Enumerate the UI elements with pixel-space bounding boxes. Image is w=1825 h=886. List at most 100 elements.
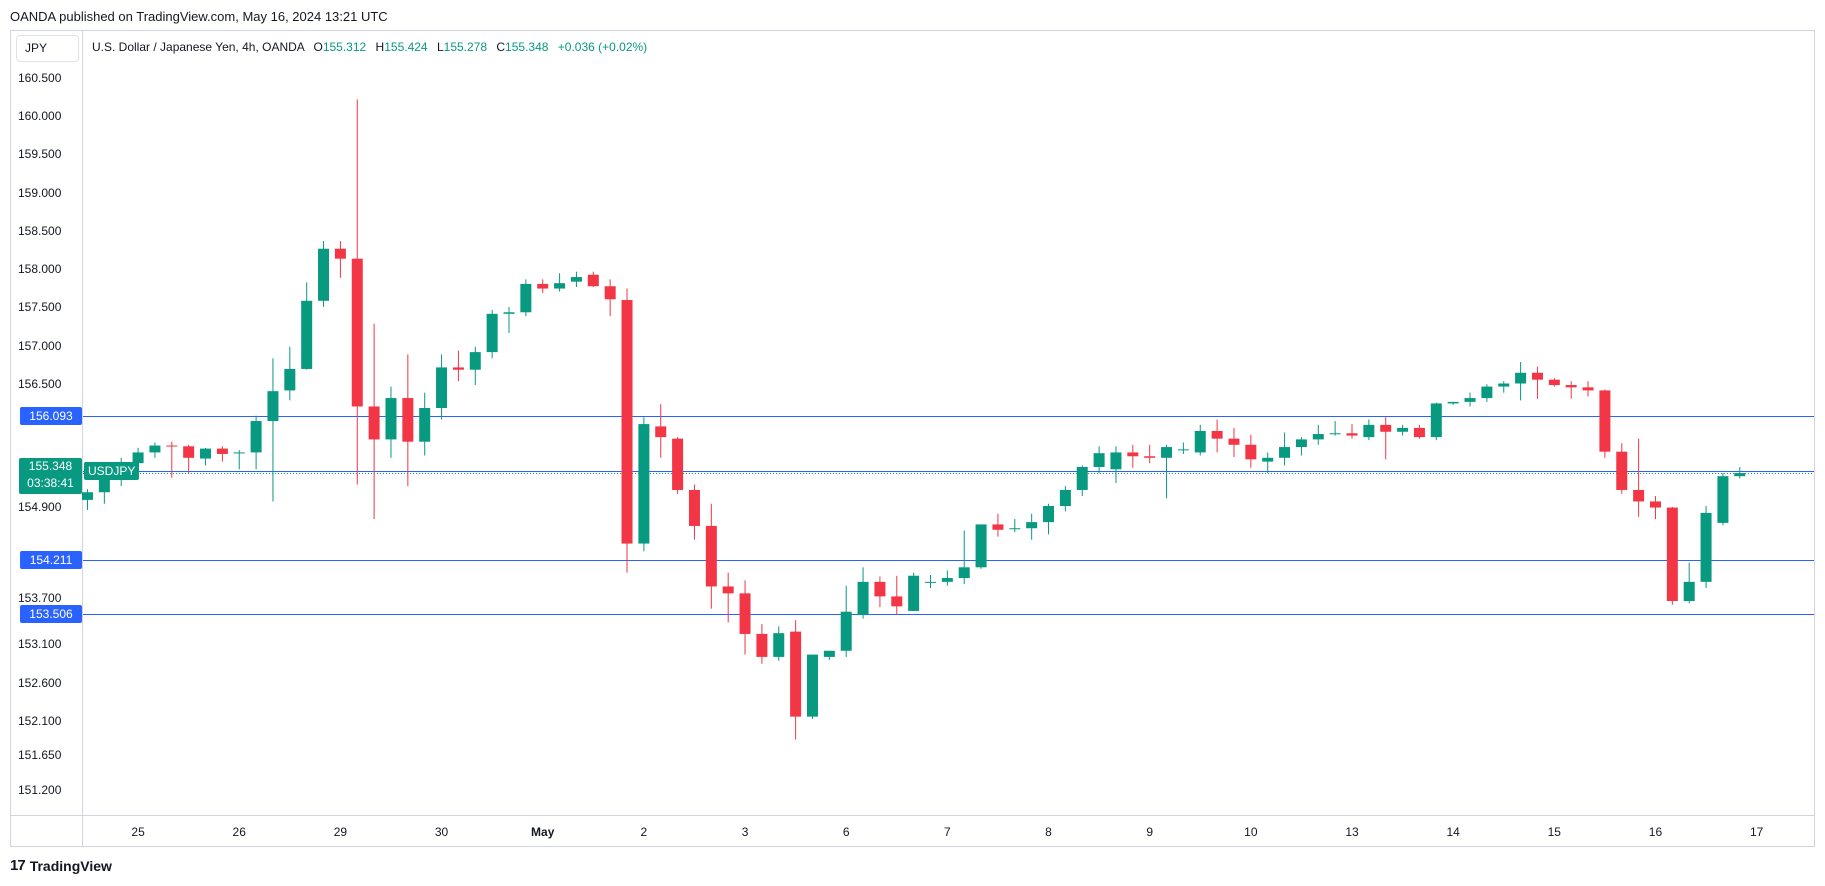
legend-change: +0.036 (+0.02%) — [557, 40, 648, 54]
price-tick-label: 159.000 — [18, 185, 62, 200]
candle-up — [941, 578, 953, 582]
candle-up — [1026, 522, 1038, 529]
candle-up — [318, 248, 330, 301]
candle-up — [1329, 433, 1341, 435]
price-tick-label: 151.200 — [18, 782, 62, 797]
time-tick-label: 10 — [1244, 825, 1258, 839]
candle-down — [351, 258, 363, 407]
candle-down — [1144, 456, 1156, 458]
candle-down — [891, 596, 903, 607]
candle-up — [1700, 512, 1712, 582]
candle-up — [82, 492, 93, 500]
symbol-tag: USDJPY — [84, 462, 140, 480]
tradingview-logo-icon: 17 — [10, 857, 26, 874]
candle-down — [1616, 451, 1628, 490]
candle-up — [1464, 398, 1476, 402]
candle-up — [1059, 489, 1071, 507]
candle-up — [1717, 476, 1729, 523]
time-tick-label: 2 — [640, 825, 648, 839]
candle-down — [1245, 444, 1257, 460]
candle-up — [925, 581, 936, 583]
candle-down — [452, 367, 464, 370]
candle-up — [1683, 581, 1695, 601]
candle-up — [1447, 401, 1459, 404]
candle-up — [975, 524, 987, 568]
candle-up — [857, 581, 869, 615]
candle-down — [1413, 427, 1425, 438]
candle-up — [267, 391, 279, 422]
candle-up — [1312, 434, 1324, 440]
candle-down — [1346, 433, 1358, 436]
tradingview-brand[interactable]: 17 TradingView — [10, 857, 112, 874]
time-tick-label: 29 — [333, 825, 348, 839]
candle-down — [1582, 387, 1594, 391]
candle-down — [756, 633, 768, 657]
candle-up — [1161, 447, 1173, 458]
candle-up — [958, 567, 970, 579]
candle-up — [1397, 427, 1409, 432]
legend-open: 155.312 — [322, 40, 367, 54]
candle-down — [1211, 430, 1223, 439]
candle-up — [436, 367, 448, 409]
time-tick-label: 25 — [131, 825, 145, 839]
candle-up — [250, 421, 262, 453]
brand-name: TradingView — [29, 857, 112, 874]
candle-up — [1481, 386, 1493, 399]
candle-up — [233, 452, 245, 454]
candle-down — [587, 274, 599, 287]
price-tick-label: 157.000 — [18, 338, 62, 353]
time-tick-label: 26 — [232, 825, 246, 839]
candle-up — [1043, 506, 1055, 523]
candle-up — [1177, 449, 1189, 451]
candle-down — [1228, 438, 1240, 445]
candle-down — [705, 525, 717, 587]
candle-up — [149, 445, 161, 453]
candle-up — [419, 408, 431, 442]
price-tick-label: 160.500 — [18, 70, 62, 85]
candle-down — [216, 448, 228, 454]
candle-down — [672, 438, 684, 490]
level-price-tag: 154.211 — [20, 551, 82, 570]
candle-up — [301, 300, 313, 369]
candle-down — [1599, 390, 1611, 452]
time-axis-border — [10, 815, 1815, 816]
candle-up — [132, 452, 144, 464]
legend-low: 155.278 — [443, 40, 488, 54]
legend-high-label: H — [375, 40, 385, 54]
chart-frame[interactable] — [10, 30, 1815, 847]
price-tick-label: 158.500 — [18, 223, 62, 238]
candle-up — [1093, 453, 1105, 467]
candle-up — [840, 611, 852, 651]
candle-up — [1515, 372, 1527, 384]
candle-up — [1363, 424, 1375, 438]
candle-down — [334, 248, 346, 259]
legend-low-label: L — [436, 40, 444, 54]
candle-up — [520, 283, 532, 313]
time-tick-label: 13 — [1345, 825, 1359, 839]
candle-up — [385, 398, 397, 440]
time-tick-label: 6 — [842, 825, 850, 839]
level-price-tag: 153.506 — [20, 605, 82, 624]
time-tick-label: 30 — [434, 825, 449, 839]
candle-down — [368, 406, 380, 440]
price-tick-label: 151.650 — [18, 748, 62, 763]
candle-down — [1548, 379, 1560, 386]
candle-up — [1009, 528, 1021, 530]
currency-selector[interactable]: JPY — [16, 35, 79, 62]
time-tick-label: 8 — [1045, 825, 1052, 839]
chart-legend: U.S. Dollar / Japanese Yen, 4h, OANDA O1… — [92, 40, 647, 54]
current-price-tag: 155.348 03:38:41 — [19, 458, 82, 494]
current-price-value: 155.348 — [28, 459, 73, 473]
candle-up — [1076, 466, 1088, 490]
price-tick-label: 152.600 — [18, 675, 62, 690]
candle-up — [1194, 430, 1206, 453]
candle-down — [1531, 372, 1543, 380]
candle-down — [992, 524, 1004, 530]
candle-up — [1498, 383, 1510, 387]
candle-down — [1649, 501, 1661, 508]
candle-up — [200, 448, 212, 459]
legend-open-label: O — [313, 40, 323, 54]
candle-up — [98, 479, 110, 493]
candle-up — [823, 650, 835, 657]
